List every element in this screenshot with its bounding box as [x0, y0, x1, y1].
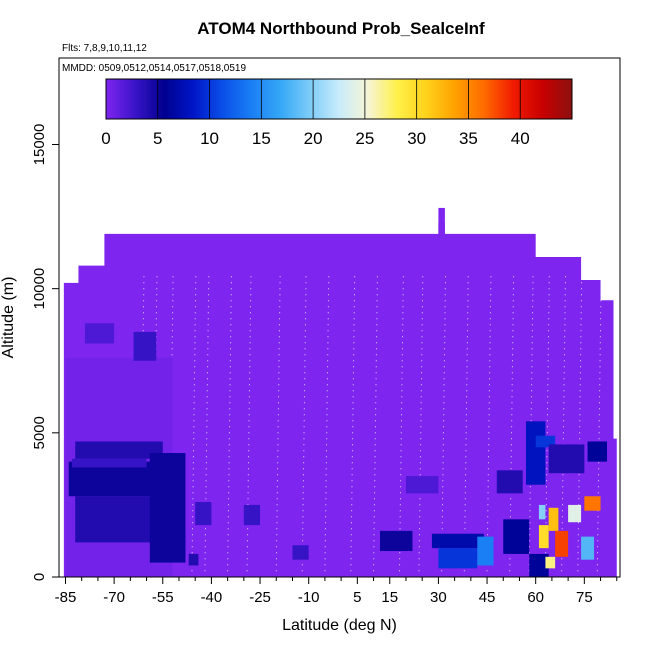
- heatmap-cell: [587, 441, 608, 462]
- colorbar-tick-label: 15: [252, 129, 271, 148]
- x-tick-label: -25: [249, 589, 271, 606]
- x-tick-label: 30: [430, 589, 447, 606]
- heatmap-cell: [292, 545, 309, 560]
- coverage-region: [63, 222, 617, 577]
- heatmap-cell: [584, 496, 601, 511]
- heatmap-cell: [477, 536, 494, 566]
- x-tick-label: -70: [103, 589, 125, 606]
- x-tick-label: -85: [55, 589, 77, 606]
- heatmap-cell: [548, 444, 585, 474]
- colorbar-tick-label: 30: [407, 129, 426, 148]
- colorbar-tick-label: 40: [511, 129, 530, 148]
- colorbar: 0 5 10 15 20 25 30 35 40: [101, 78, 573, 148]
- heatmap-cell: [431, 533, 484, 549]
- heatmap-cell: [71, 458, 147, 468]
- heatmap-cell: [545, 556, 556, 569]
- heatmap-cell: [548, 507, 559, 531]
- y-tick-label: 15000: [31, 124, 48, 166]
- heatmap-cell: [538, 525, 549, 549]
- x-tick-label: -55: [152, 589, 174, 606]
- heatmap-cell: [496, 470, 523, 494]
- colorbar-tick-label: 20: [304, 129, 323, 148]
- heatmap-cell: [380, 530, 413, 552]
- x-tick-label: 15: [381, 589, 398, 606]
- heatmap-cell: [75, 496, 163, 543]
- plot-frame: [58, 57, 621, 578]
- heatmap-cell: [503, 519, 530, 554]
- x-tick-label: 45: [479, 589, 496, 606]
- x-tick-label: -10: [298, 589, 320, 606]
- heatmap-cell: [555, 530, 569, 557]
- heatmap-cell: [538, 504, 546, 520]
- x-tick-label: 5: [353, 589, 361, 606]
- y-axis-label: Altitude (m): [0, 277, 17, 359]
- y-axis: 0 5000 10000 15000: [31, 124, 59, 581]
- colorbar-labels: 0 5 10 15 20 25 30 35 40: [101, 129, 529, 148]
- heatmap-cell: [133, 331, 157, 361]
- heatmap-cell: [195, 502, 212, 526]
- x-axis: -85 -70 -55 -40 -25 -10 5 15 30 45 60 75: [55, 577, 618, 606]
- heatmap-cell: [568, 504, 582, 523]
- data-envelope: [63, 207, 617, 577]
- heatmap-cell: [535, 435, 556, 448]
- heatmap-cell: [243, 504, 261, 526]
- y-tick-label: 0: [31, 573, 48, 581]
- heatmap-cell: [84, 323, 115, 344]
- colorbar-tick-label: 0: [101, 129, 110, 148]
- flights-note: Flts: 7,8,9,10,11,12: [62, 43, 147, 54]
- plot-area: [63, 207, 617, 577]
- colorbar-tick-label: 10: [200, 129, 219, 148]
- x-tick-label: 75: [576, 589, 593, 606]
- y-tick-label: 10000: [31, 268, 48, 310]
- heatmap-cell: [405, 476, 439, 494]
- x-tick-label: 60: [527, 589, 544, 606]
- heatmap-cell: [529, 553, 549, 577]
- colorbar-tick-label: 25: [355, 129, 374, 148]
- heatmap-cell: [149, 453, 186, 563]
- colorbar-gradient: [105, 78, 573, 120]
- x-axis-label: Latitude (deg N): [282, 617, 397, 634]
- heatmap-cell: [525, 421, 546, 485]
- heatmap-cells: [65, 323, 608, 577]
- heatmap-cell: [581, 536, 595, 560]
- colorbar-tick-label: 5: [153, 129, 162, 148]
- chart-title: ATOM4 Northbound Prob_SealceInf: [197, 19, 485, 38]
- y-tick-label: 5000: [31, 416, 48, 449]
- coverage-spike: [438, 207, 445, 234]
- heatmap-cell: [438, 548, 478, 569]
- heatmap-cell: [188, 553, 199, 566]
- colorbar-ticks: [105, 79, 521, 119]
- colorbar-tick-label: 35: [459, 129, 478, 148]
- heatmap-cell: [75, 441, 163, 459]
- dates-note: MMDD: 0509,0512,0514,0517,0518,0519: [62, 63, 246, 74]
- x-tick-label: -40: [201, 589, 223, 606]
